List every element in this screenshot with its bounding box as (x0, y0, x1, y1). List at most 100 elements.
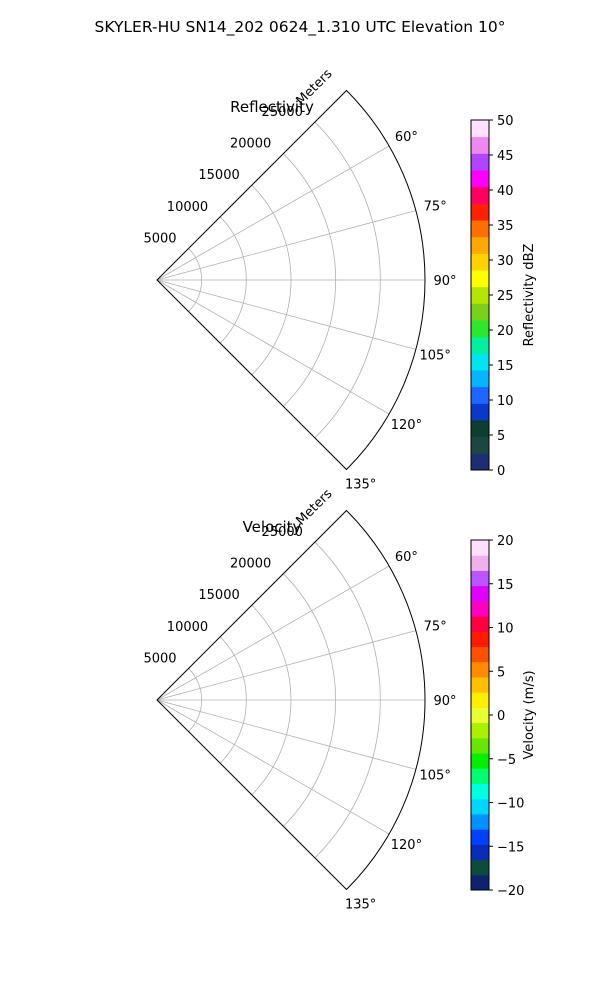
colorbar-tick-label: −15 (497, 840, 524, 855)
radial-tick-label: 15000 (198, 168, 239, 183)
angle-tick-label: 90° (433, 694, 456, 709)
azimuth-spoke (156, 565, 390, 701)
colorbar-segment (471, 874, 489, 891)
colorbar-segment (471, 320, 489, 338)
sector-frame (156, 509, 426, 891)
radial-tick-label: 10000 (167, 200, 208, 215)
colorbar-segment (471, 336, 489, 354)
colorbar-segment (471, 403, 489, 421)
colorbar-tick-label: 5 (497, 429, 505, 444)
colorbar-segment (471, 783, 489, 800)
panel-title: Velocity (243, 518, 302, 536)
colorbar-segment (471, 722, 489, 739)
colorbar-segment (471, 236, 489, 254)
radial-tick-label: 15000 (198, 588, 239, 603)
azimuth-spoke (156, 145, 390, 281)
colorbar-label: Reflectivity dBZ (522, 244, 537, 347)
colorbar-segment (471, 386, 489, 404)
colorbar-tick-label: 25 (497, 289, 514, 304)
azimuth-spoke (156, 279, 390, 415)
colorbar-tick-label: 45 (497, 149, 514, 164)
angle-tick-label: 75° (424, 199, 447, 214)
colorbar-segment (471, 692, 489, 708)
colorbar-segment (471, 661, 489, 678)
colorbar-segment (471, 707, 489, 724)
colorbar-segment (471, 753, 489, 769)
colorbar-segment (471, 813, 489, 830)
radial-tick-label: 25000 (262, 525, 303, 540)
colorbar-segment (471, 540, 489, 556)
colorbar-segment (471, 676, 489, 693)
angle-tick-label: 60° (395, 550, 418, 565)
radial-tick-label: 10000 (167, 620, 208, 635)
colorbar-tick-label: 15 (497, 359, 514, 374)
colorbar-segment (471, 768, 489, 784)
colorbar-segment (471, 798, 489, 815)
colorbar-tick-label: 20 (497, 324, 514, 339)
colorbar-segment (471, 303, 489, 321)
colorbar-tick-label: 35 (497, 219, 514, 234)
colorbar-tick-label: 0 (497, 709, 505, 724)
colorbar-segment (471, 453, 489, 471)
colorbar-segment (471, 186, 489, 204)
colorbar-segment (471, 844, 489, 861)
angle-tick-label: 60° (395, 130, 418, 145)
colorbar-tick-label: 30 (497, 254, 514, 269)
azimuth-spoke (156, 699, 416, 770)
radial-tick-label: 20000 (230, 137, 271, 152)
colorbar-segment (471, 555, 489, 571)
colorbar-segment (471, 646, 489, 663)
colorbar-segment (471, 585, 489, 602)
colorbar-tick-label: 15 (497, 578, 514, 593)
colorbar-segment (471, 631, 489, 648)
angle-tick-label: 105° (420, 769, 451, 784)
colorbar-segment (471, 737, 489, 754)
colorbar-segment (471, 120, 489, 138)
colorbar-tick-label: 50 (497, 114, 514, 129)
angle-tick-label: 120° (391, 838, 422, 853)
colorbar-segment (471, 153, 489, 171)
colorbar-segment (471, 170, 489, 188)
azimuth-spoke (156, 630, 416, 701)
colorbar-tick-label: 10 (497, 622, 514, 637)
panel-title: Reflectivity (230, 98, 314, 116)
colorbar-segment (471, 436, 489, 454)
radial-tick-label: 20000 (230, 557, 271, 572)
colorbar-tick-label: 10 (497, 394, 514, 409)
colorbar-segment (471, 370, 489, 388)
figure-title: SKYLER-HU SN14_202 0624_1.310 UTC Elevat… (95, 18, 506, 37)
colorbar-segment (471, 136, 489, 154)
colorbar-tick-label: −20 (497, 884, 524, 899)
radial-axis-label: Meters (294, 486, 336, 528)
colorbar-segment (471, 859, 489, 876)
reflectivity-panel: Reflectivity 5000 10000 15000 20000 25000Mete… (143, 66, 537, 492)
colorbar-tick-label: 0 (497, 464, 505, 479)
radial-tick-label: 25000 (262, 105, 303, 120)
angle-tick-label: 135° (345, 478, 376, 493)
azimuth-spoke (156, 699, 390, 835)
colorbar-segment (471, 616, 489, 632)
azimuth-spoke (156, 279, 416, 350)
colorbar-segment (471, 270, 489, 288)
angle-tick-label: 105° (420, 349, 451, 364)
colorbar-segment (471, 829, 489, 845)
colorbar-segment (471, 253, 489, 271)
azimuth-spoke (156, 210, 416, 281)
radial-tick-label: 5000 (143, 651, 176, 666)
colorbar-segment (471, 600, 489, 617)
colorbar-tick-label: −5 (497, 753, 516, 768)
colorbar-tick-label: 20 (497, 534, 514, 549)
colorbar-tick-label: 40 (497, 184, 514, 199)
colorbar-segment (471, 570, 489, 587)
colorbar-segment (471, 203, 489, 221)
angle-tick-label: 75° (424, 619, 447, 634)
colorbar-segment (471, 353, 489, 371)
colorbar-label: Velocity (m/s) (522, 670, 537, 759)
angle-tick-label: 90° (433, 274, 456, 289)
colorbar-segment (471, 286, 489, 304)
colorbar-tick-label: 5 (497, 665, 505, 680)
angle-tick-label: 135° (345, 898, 376, 913)
colorbar-segment (471, 220, 489, 238)
